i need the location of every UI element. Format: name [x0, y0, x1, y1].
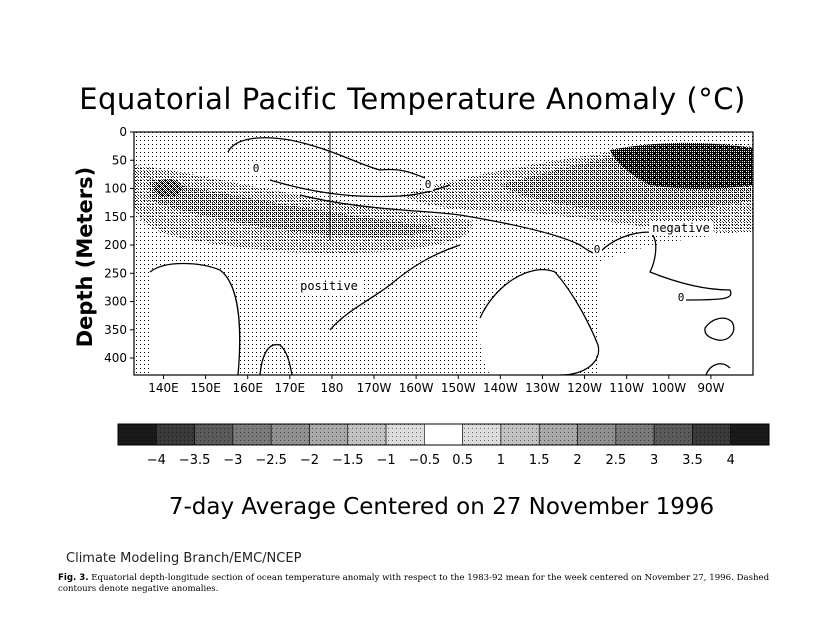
x-tick-label: 170W	[357, 381, 392, 395]
x-tick-label: 180	[320, 381, 343, 395]
colorbar-bin-texture	[539, 424, 578, 445]
y-tick-label: 250	[104, 266, 127, 280]
colorbar-bin-texture	[500, 424, 540, 445]
contour-line	[704, 317, 735, 341]
x-tick-label: 100W	[651, 381, 686, 395]
x-axis: 140E 150E 160E 170E 180 170W 160W 150W 140W 130W 1…	[148, 375, 725, 395]
y-tick-label: 300	[104, 295, 127, 309]
x-tick-label: 110W	[609, 381, 644, 395]
contour-line	[705, 363, 731, 375]
colorbar-label: 2	[573, 453, 581, 468]
annotation-positive: positive	[300, 279, 358, 293]
colorbar-bin-texture	[692, 424, 731, 445]
caption-text: Equatorial depth-longitude section of oc…	[58, 573, 770, 594]
x-tick-label: 150W	[441, 381, 476, 395]
colorbar-bin-texture	[615, 424, 655, 445]
negative-anomaly-max	[610, 142, 753, 189]
credit-line: Climate Modeling Branch/EMC/NCEP	[66, 551, 302, 566]
contour-label-bg	[677, 292, 686, 304]
colorbar-labels: −4 −3.5 −3 −2.5 −2 −1.5 −1 −0.5 0.5 1 1.5 2 2.5 3 3.5 4	[147, 453, 735, 468]
chart-subtitle: 7-day Average Centered on 27 November 19…	[168, 494, 715, 520]
contour-label-bg	[593, 244, 602, 256]
positive-anomaly-core	[150, 178, 440, 237]
contour-label: 0	[594, 243, 601, 256]
colorbar-label: −2.5	[255, 453, 287, 468]
contour-label: 0	[253, 162, 260, 175]
y-tick-label: 200	[104, 238, 127, 252]
colorbar-bin-texture	[386, 424, 425, 445]
colorbar-frame	[117, 423, 770, 446]
y-tick-label: 400	[104, 351, 127, 365]
y-tick-label: 350	[104, 323, 127, 337]
neutral-region	[479, 269, 599, 375]
colorbar-label: 1	[497, 453, 505, 468]
colorbar-bin-texture	[156, 424, 195, 445]
colorbar-label: 4	[727, 453, 735, 468]
colorbar-bin-texture	[462, 424, 501, 445]
contour-line	[329, 244, 461, 331]
y-axis: 0 50 100 150 200 250 300 350 400	[104, 125, 134, 365]
colorbar-label: 3.5	[682, 453, 703, 468]
colorbar-label: −3.5	[179, 453, 211, 468]
colorbar-bin-texture	[194, 424, 233, 445]
colorbar-label: −1.5	[332, 453, 364, 468]
contour-label: 0	[678, 291, 685, 304]
x-tick-label: 150E	[190, 381, 221, 395]
colorbar-bin-texture	[577, 424, 616, 445]
colorbar-bin-texture	[118, 424, 157, 445]
x-tick-label: 120W	[567, 381, 602, 395]
contour-line	[599, 231, 732, 301]
x-tick-label: 140W	[483, 381, 518, 395]
x-tick-label: 160E	[232, 381, 263, 395]
annotation-bg	[648, 221, 714, 235]
colorbar-bin-texture	[309, 424, 348, 445]
x-tick-label: 140E	[148, 381, 179, 395]
y-tick-label: 0	[119, 125, 127, 139]
contour-labels: 0 0 0 0	[252, 162, 686, 304]
positive-anomaly-max	[154, 179, 182, 197]
colorbar-bin-texture	[654, 424, 693, 445]
x-tick-label: 160W	[399, 381, 434, 395]
neutral-region	[150, 263, 240, 375]
contour-line	[479, 269, 600, 375]
x-tick-label: 90W	[697, 381, 724, 395]
colorbar-label: −3	[223, 453, 242, 468]
colorbar-label: −0.5	[409, 453, 441, 468]
chart-title: Equatorial Pacific Temperature Anomaly (…	[79, 82, 746, 116]
colorbar-label: −4	[147, 453, 166, 468]
colorbar-label: 2.5	[605, 453, 626, 468]
contour-line	[299, 194, 599, 254]
colorbar-label: 3	[650, 453, 658, 468]
colorbar-label: −1	[376, 453, 395, 468]
colorbar-label: −2	[300, 453, 319, 468]
colorbar-bin-texture	[232, 424, 272, 445]
plot-area	[134, 132, 753, 375]
annotation-negative: negative	[652, 221, 710, 235]
x-tick-label: 170E	[275, 381, 306, 395]
colorbar-label: 0.5	[452, 453, 473, 468]
y-tick-label: 50	[112, 153, 127, 167]
colorbar-bin-texture	[730, 424, 769, 445]
contour-line	[227, 137, 426, 179]
plot-frame	[133, 131, 754, 376]
x-tick-label: 130W	[525, 381, 560, 395]
contour-line	[259, 343, 293, 375]
y-tick-label: 100	[104, 182, 127, 196]
annotations: positive negative	[296, 221, 714, 293]
caption-label: Fig. 3.	[58, 573, 89, 583]
colorbar-bin-texture	[271, 424, 310, 445]
contour-label-bg	[424, 179, 433, 191]
colorbar	[117, 423, 770, 446]
contour-label-bg	[252, 163, 261, 175]
contour-line	[149, 262, 241, 375]
y-tick-label: 150	[104, 210, 127, 224]
colorbar-label: 1.5	[529, 453, 550, 468]
contour-label: 0	[425, 178, 432, 191]
figure-caption: Fig. 3. Equatorial depth-longitude secti…	[58, 573, 778, 595]
annotation-bg	[296, 279, 362, 293]
colorbar-bin-texture	[347, 424, 387, 445]
